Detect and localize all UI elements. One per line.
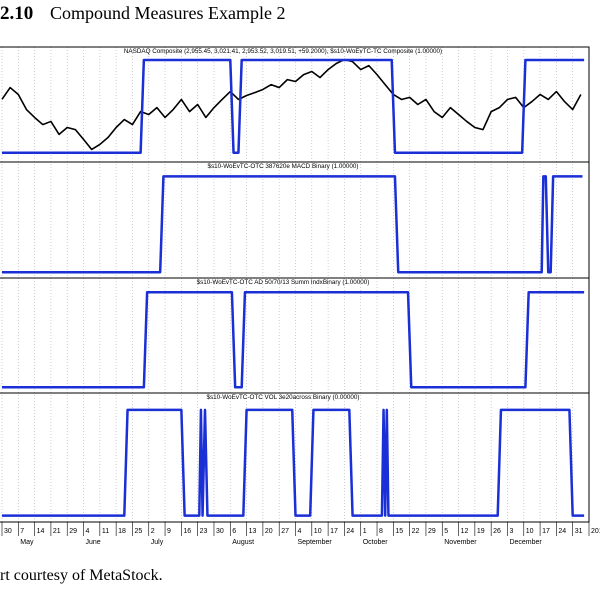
- x-tick-label: 25: [134, 528, 142, 535]
- x-tick-label: 10: [314, 528, 322, 535]
- x-tick-label: 24: [346, 528, 354, 535]
- x-tick-label: 4: [298, 528, 302, 535]
- panel-title: NASDAQ Composite (2,955.45, 3,021.41, 2,…: [124, 48, 442, 55]
- price-line: [2, 408, 585, 517]
- month-label: December: [509, 539, 542, 546]
- x-tick-label: 7: [20, 528, 24, 535]
- x-tick-label: 13: [249, 528, 257, 535]
- x-tick-label: 17: [330, 528, 338, 535]
- binary-line: [2, 58, 585, 154]
- x-tick-label: 18: [118, 528, 126, 535]
- caption: rt courtesy of MetaStock.: [0, 567, 163, 584]
- x-tick-label: 15: [395, 528, 403, 535]
- x-tick-label: 5: [444, 528, 448, 535]
- x-tick-label: 24: [558, 528, 566, 535]
- x-tick-label: 27: [281, 528, 289, 535]
- panel-frame: [0, 392, 590, 523]
- x-tick-label: 31: [575, 528, 583, 535]
- x-tick-label: 23: [200, 528, 208, 535]
- x-tick-label: 2: [151, 528, 155, 535]
- figure-title: Compound Measures Example 2: [50, 3, 285, 23]
- month-label: November: [444, 539, 477, 546]
- panel-frame: [0, 161, 590, 279]
- x-tick-label: 26: [493, 528, 501, 535]
- month-label: May: [20, 539, 34, 546]
- month-label: October: [363, 539, 389, 546]
- x-tick-label: 14: [37, 528, 45, 535]
- x-tick-label: 21: [53, 528, 61, 535]
- panel-frame: [0, 277, 590, 394]
- x-tick-label: 8: [379, 528, 383, 535]
- price-line: [2, 291, 585, 389]
- x-tick-label: 16: [183, 528, 191, 535]
- x-tick-label: 12: [461, 528, 469, 535]
- panel-title: $s10-WoEvTC-OTC AD 50/70/13 Summ IndxBin…: [197, 279, 370, 286]
- x-tick-label: 3: [509, 528, 513, 535]
- x-tick-label: 30: [216, 528, 224, 535]
- x-tick-label: 19: [477, 528, 485, 535]
- month-label: July: [151, 539, 164, 546]
- x-tick-label: 10: [526, 528, 534, 535]
- x-tick-label: 17: [542, 528, 550, 535]
- price-line: [1, 58, 582, 151]
- x-tick-label: 29: [428, 528, 436, 535]
- figure-number: 2.10: [0, 3, 33, 24]
- x-tick-label: 30: [4, 528, 12, 535]
- x-tick-label: 4: [86, 528, 90, 535]
- month-label: September: [298, 539, 333, 546]
- x-tick-label: 20: [265, 528, 273, 535]
- x-tick-label: 11: [102, 528, 109, 535]
- panel-title: $s10-WoEvTC-OTC 387620e MACD Binary (1.0…: [207, 163, 358, 170]
- x-tick-label: 2013: [591, 528, 600, 535]
- month-label: August: [232, 539, 254, 546]
- x-tick-label: 22: [412, 528, 420, 535]
- x-tick-label: 9: [167, 528, 171, 535]
- price-line: [2, 175, 583, 274]
- x-tick-label: 6: [232, 528, 236, 535]
- x-tick-label: 29: [69, 528, 77, 535]
- month-label: June: [86, 539, 101, 546]
- panel-title: $s10-WoEvTC-OTC VOL 3e20across Binary (0…: [207, 394, 360, 401]
- x-tick-label: 1: [363, 528, 367, 535]
